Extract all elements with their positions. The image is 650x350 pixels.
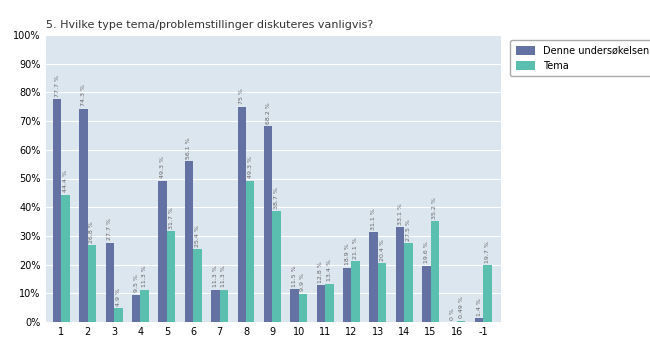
Text: 27.5 %: 27.5 % <box>406 219 411 241</box>
Text: 4.9 %: 4.9 % <box>116 288 121 306</box>
Text: 18.9 %: 18.9 % <box>344 244 350 265</box>
Text: 0.49 %: 0.49 % <box>459 296 463 318</box>
Text: 74.3 %: 74.3 % <box>81 84 86 106</box>
Bar <box>237 107 246 322</box>
Text: 1.4 %: 1.4 % <box>476 298 482 316</box>
Bar <box>185 161 193 322</box>
Bar <box>114 308 122 322</box>
Bar <box>272 211 281 322</box>
Bar <box>264 126 272 322</box>
Text: 26.8 %: 26.8 % <box>90 221 94 243</box>
Text: 33.1 %: 33.1 % <box>398 203 402 225</box>
Bar <box>291 289 299 322</box>
Text: 25.4 %: 25.4 % <box>195 225 200 247</box>
Text: 11.3 %: 11.3 % <box>142 266 147 287</box>
Bar <box>317 285 325 322</box>
Bar <box>61 195 70 322</box>
Bar <box>193 249 202 322</box>
Text: 19.6 %: 19.6 % <box>424 242 429 264</box>
Bar <box>132 295 140 322</box>
Bar <box>140 289 149 322</box>
Bar <box>484 265 492 322</box>
Bar <box>299 294 307 322</box>
Bar <box>475 318 484 322</box>
Text: 9.9 %: 9.9 % <box>300 273 306 291</box>
Bar <box>325 284 333 322</box>
Bar <box>378 264 386 322</box>
Bar <box>396 227 404 322</box>
Text: 75 %: 75 % <box>239 89 244 104</box>
Text: 35.2 %: 35.2 % <box>432 197 437 219</box>
Bar <box>167 231 176 322</box>
Text: 0 %: 0 % <box>450 308 455 320</box>
Text: 11.3 %: 11.3 % <box>213 266 218 287</box>
Text: 68.2 %: 68.2 % <box>266 102 270 124</box>
Text: 56.1 %: 56.1 % <box>187 137 192 159</box>
Text: 21.1 %: 21.1 % <box>353 237 358 259</box>
Text: 49.3 %: 49.3 % <box>248 156 253 178</box>
Bar <box>430 221 439 322</box>
Bar <box>88 245 96 322</box>
Bar <box>246 181 254 322</box>
Bar <box>457 321 465 322</box>
Bar <box>53 99 61 322</box>
Text: 20.4 %: 20.4 % <box>380 239 385 261</box>
Text: 11.5 %: 11.5 % <box>292 265 297 287</box>
Bar <box>79 109 88 322</box>
Text: 11.3 %: 11.3 % <box>221 266 226 287</box>
Bar <box>211 289 220 322</box>
Text: 38.7 %: 38.7 % <box>274 187 279 209</box>
Text: 19.7 %: 19.7 % <box>485 241 490 263</box>
Text: 77.7 %: 77.7 % <box>55 75 60 97</box>
Bar <box>352 261 360 322</box>
Bar <box>159 181 167 322</box>
Bar <box>106 243 114 322</box>
Bar <box>220 289 228 322</box>
Bar <box>369 232 378 322</box>
Text: 49.3 %: 49.3 % <box>160 156 165 178</box>
Text: 13.4 %: 13.4 % <box>327 259 332 281</box>
Bar <box>404 243 413 322</box>
Text: 12.8 %: 12.8 % <box>318 261 323 283</box>
Text: 44.4 %: 44.4 % <box>63 170 68 192</box>
Text: 9.5 %: 9.5 % <box>134 274 138 293</box>
Text: 5. Hvilke type tema/problemstillinger diskuteres vanligvis?: 5. Hvilke type tema/problemstillinger di… <box>46 20 372 30</box>
Text: 31.1 %: 31.1 % <box>371 208 376 230</box>
Text: 31.7 %: 31.7 % <box>168 207 174 229</box>
Legend: Denne undersøkelsen, Tema: Denne undersøkelsen, Tema <box>510 40 650 76</box>
Text: 27.7 %: 27.7 % <box>107 218 112 240</box>
Bar <box>422 266 430 322</box>
Bar <box>343 268 352 322</box>
